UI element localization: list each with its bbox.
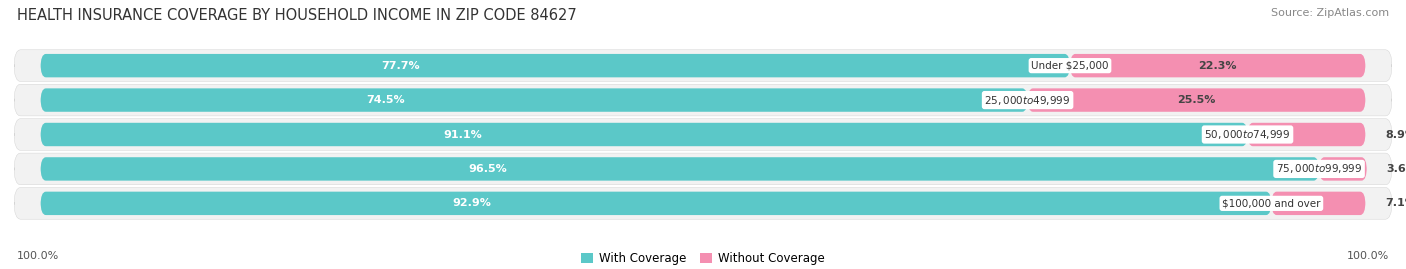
- FancyBboxPatch shape: [1070, 54, 1365, 77]
- FancyBboxPatch shape: [41, 88, 1028, 112]
- Text: Under $25,000: Under $25,000: [1031, 61, 1109, 71]
- FancyBboxPatch shape: [14, 84, 1392, 116]
- Text: 100.0%: 100.0%: [17, 251, 59, 261]
- Text: HEALTH INSURANCE COVERAGE BY HOUSEHOLD INCOME IN ZIP CODE 84627: HEALTH INSURANCE COVERAGE BY HOUSEHOLD I…: [17, 8, 576, 23]
- FancyBboxPatch shape: [41, 192, 1271, 215]
- Text: 92.9%: 92.9%: [451, 198, 491, 208]
- Text: Source: ZipAtlas.com: Source: ZipAtlas.com: [1271, 8, 1389, 18]
- FancyBboxPatch shape: [1247, 123, 1365, 146]
- Text: 96.5%: 96.5%: [468, 164, 508, 174]
- FancyBboxPatch shape: [1028, 88, 1365, 112]
- FancyBboxPatch shape: [1271, 192, 1365, 215]
- FancyBboxPatch shape: [41, 54, 1070, 77]
- Text: 25.5%: 25.5%: [1177, 95, 1216, 105]
- Legend: With Coverage, Without Coverage: With Coverage, Without Coverage: [576, 247, 830, 269]
- Text: 3.6%: 3.6%: [1386, 164, 1406, 174]
- FancyBboxPatch shape: [14, 153, 1392, 185]
- Text: $25,000 to $49,999: $25,000 to $49,999: [984, 94, 1071, 107]
- Text: 77.7%: 77.7%: [381, 61, 420, 71]
- Text: $75,000 to $99,999: $75,000 to $99,999: [1275, 162, 1362, 175]
- Text: 8.9%: 8.9%: [1385, 129, 1406, 140]
- Text: $50,000 to $74,999: $50,000 to $74,999: [1205, 128, 1291, 141]
- Text: 100.0%: 100.0%: [1347, 251, 1389, 261]
- FancyBboxPatch shape: [14, 50, 1392, 82]
- FancyBboxPatch shape: [41, 123, 1247, 146]
- FancyBboxPatch shape: [14, 187, 1392, 219]
- FancyBboxPatch shape: [41, 157, 1319, 181]
- FancyBboxPatch shape: [14, 119, 1392, 150]
- Text: 7.1%: 7.1%: [1385, 198, 1406, 208]
- Text: 74.5%: 74.5%: [367, 95, 405, 105]
- Text: 22.3%: 22.3%: [1198, 61, 1237, 71]
- Text: 91.1%: 91.1%: [444, 129, 482, 140]
- Text: $100,000 and over: $100,000 and over: [1222, 198, 1320, 208]
- FancyBboxPatch shape: [1319, 157, 1367, 181]
